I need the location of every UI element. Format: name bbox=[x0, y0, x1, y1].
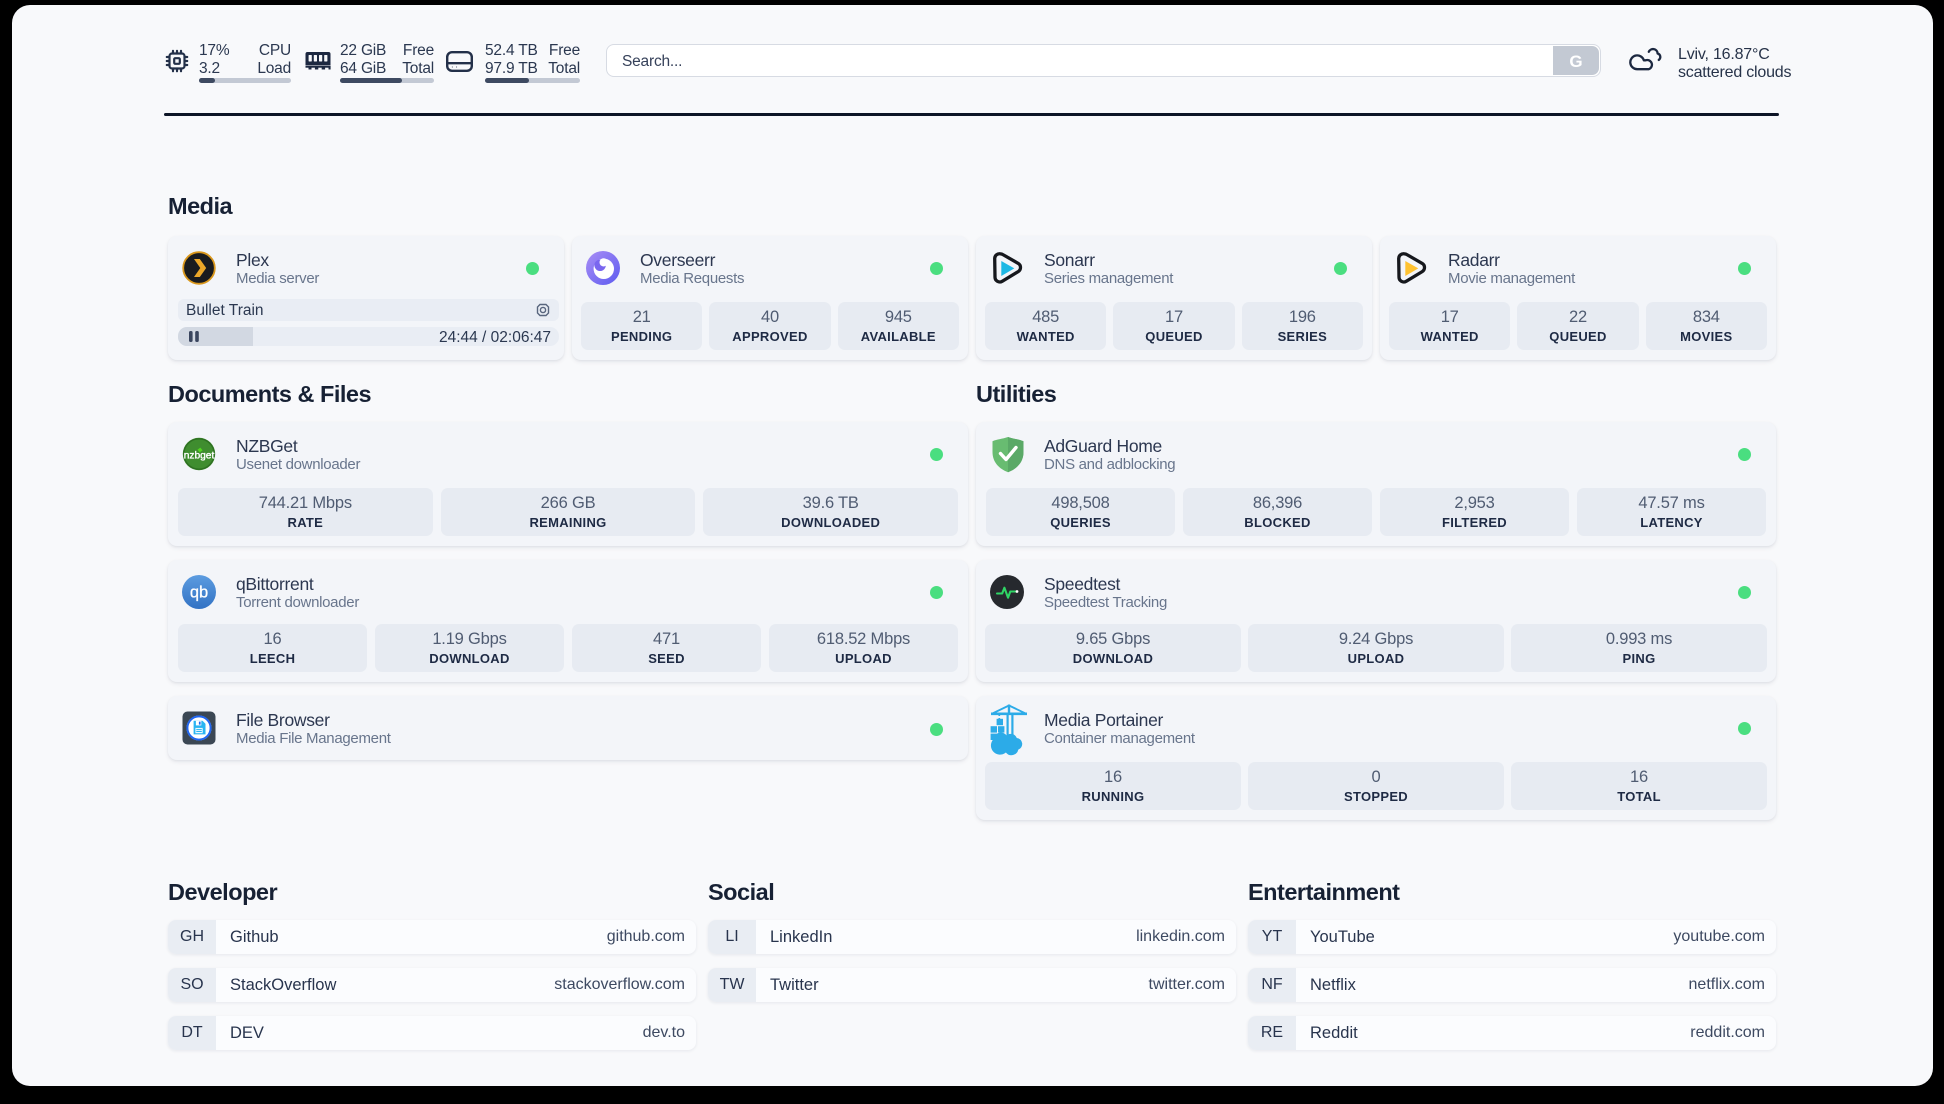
svg-text:qb: qb bbox=[190, 584, 208, 602]
svg-text:nzbget: nzbget bbox=[184, 451, 215, 462]
